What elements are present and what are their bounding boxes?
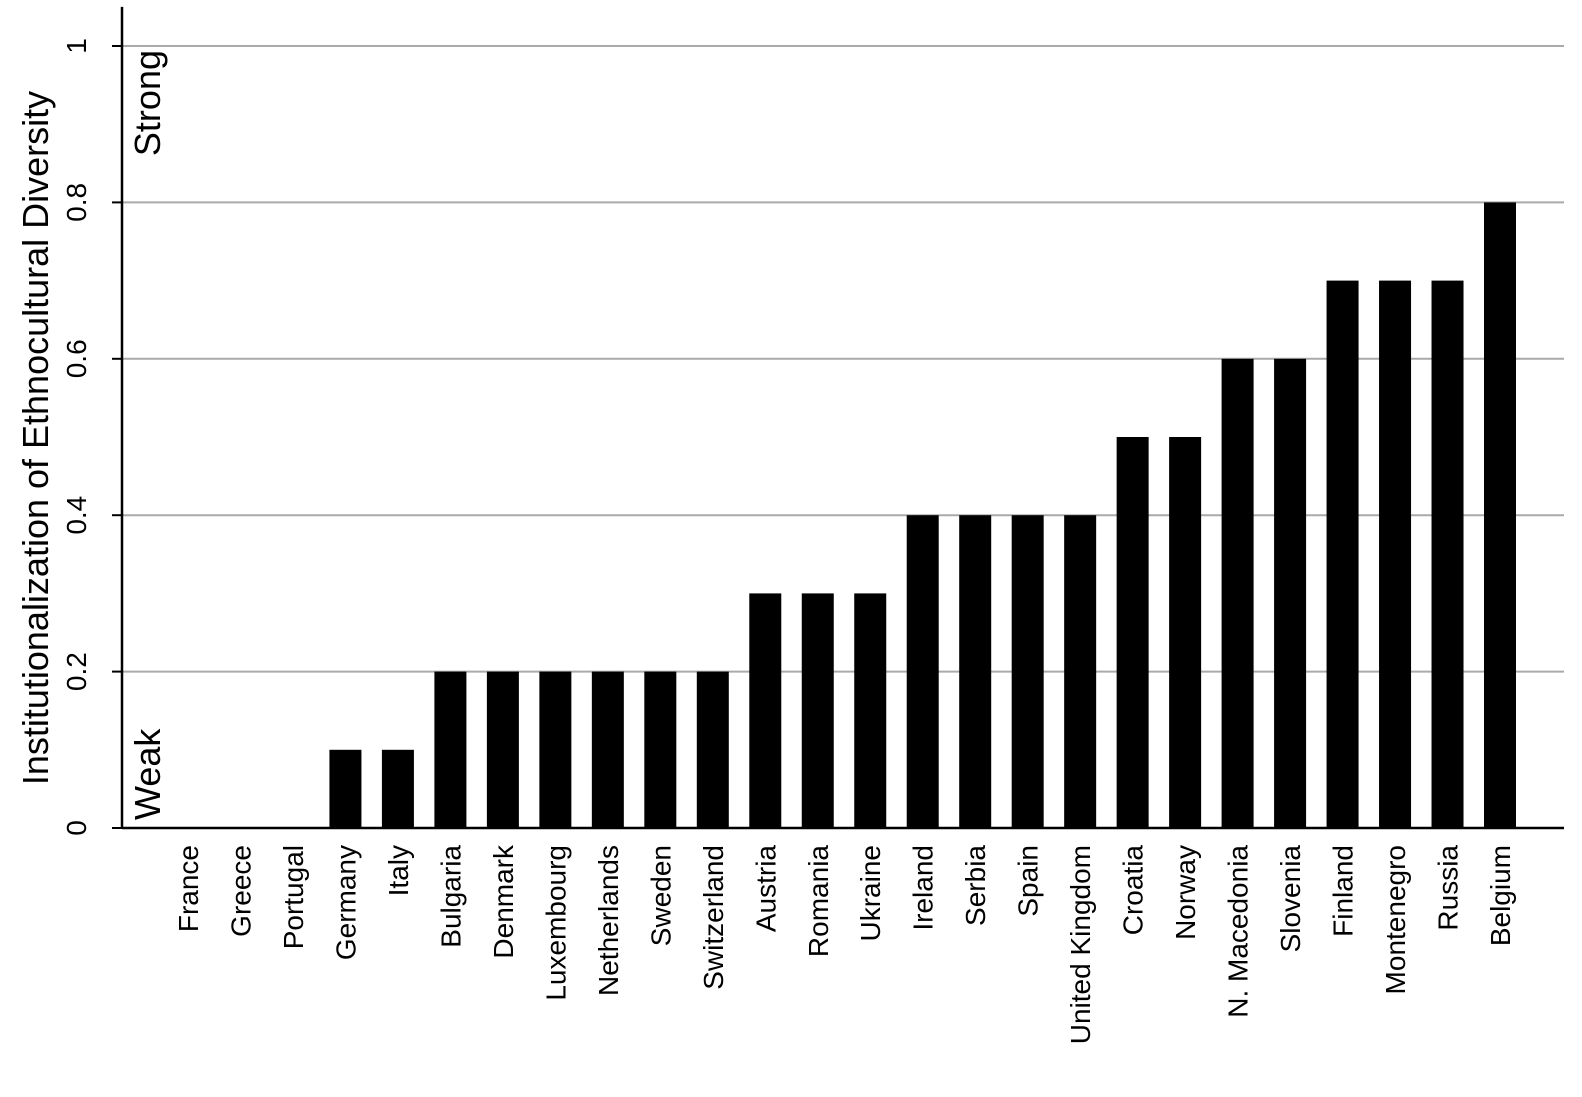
x-tick-label: Montenegro [1380, 845, 1411, 994]
y-tick-label: 0.8 [61, 183, 92, 222]
y-tick-label: 0.6 [61, 339, 92, 378]
x-tick-label: Croatia [1118, 845, 1149, 936]
x-tick-label: Austria [750, 845, 781, 933]
y-tick-label: 0 [61, 820, 92, 836]
x-tick-label: Russia [1433, 845, 1464, 931]
x-tick-label: Italy [383, 845, 414, 896]
bar [1011, 515, 1044, 828]
bar [1379, 280, 1412, 829]
bar [1274, 358, 1307, 828]
y-tick-label: 0.4 [61, 496, 92, 535]
x-tick-label: France [173, 845, 204, 932]
x-tick-label: Spain [1013, 845, 1044, 917]
x-tick-label: Sweden [645, 845, 676, 946]
bar [1221, 358, 1254, 828]
x-tick-label: Belgium [1485, 845, 1516, 946]
bar [959, 515, 992, 828]
x-tick-label: Bulgaria [435, 845, 466, 948]
bar [749, 593, 782, 828]
x-tick-label: Romania [803, 845, 834, 957]
bar [486, 671, 519, 828]
y-tick-label: 1 [61, 38, 92, 54]
x-tick-label: Netherlands [593, 845, 624, 996]
x-tick-label: Switzerland [698, 845, 729, 990]
bar [591, 671, 624, 828]
x-tick-label: Norway [1170, 845, 1201, 940]
y-tick-label: 0.2 [61, 652, 92, 691]
x-tick-label: Germany [330, 845, 361, 960]
bar [801, 593, 834, 828]
x-tick-label: United Kingdom [1065, 845, 1096, 1044]
x-tick-label: Luxembourg [540, 845, 571, 1001]
bar [381, 749, 414, 828]
bar [1064, 515, 1097, 828]
bar [434, 671, 467, 828]
bar [1169, 437, 1202, 828]
bar [644, 671, 677, 828]
bar [1431, 280, 1464, 829]
x-tick-label: N. Macedonia [1223, 845, 1254, 1018]
x-tick-label: Finland [1328, 845, 1359, 937]
x-tick-label: Ukraine [855, 845, 886, 941]
bar [1484, 202, 1516, 828]
x-tick-label: Denmark [488, 844, 519, 959]
annotation: Strong [127, 50, 168, 156]
x-tick-label: Portugal [278, 845, 309, 949]
x-tick-label: Ireland [908, 845, 939, 931]
bar [906, 515, 939, 828]
bar [1116, 437, 1149, 828]
bar [1326, 280, 1359, 829]
bar [539, 671, 572, 828]
x-tick-label: Greece [225, 845, 256, 937]
bar [696, 671, 729, 828]
annotation: Weak [127, 728, 168, 820]
x-tick-label: Slovenia [1275, 845, 1306, 953]
bar [329, 749, 362, 828]
x-tick-label: Serbia [960, 845, 991, 926]
bar [854, 593, 887, 828]
y-axis-label: Institutionalization of Ethnocultural Di… [15, 91, 56, 785]
